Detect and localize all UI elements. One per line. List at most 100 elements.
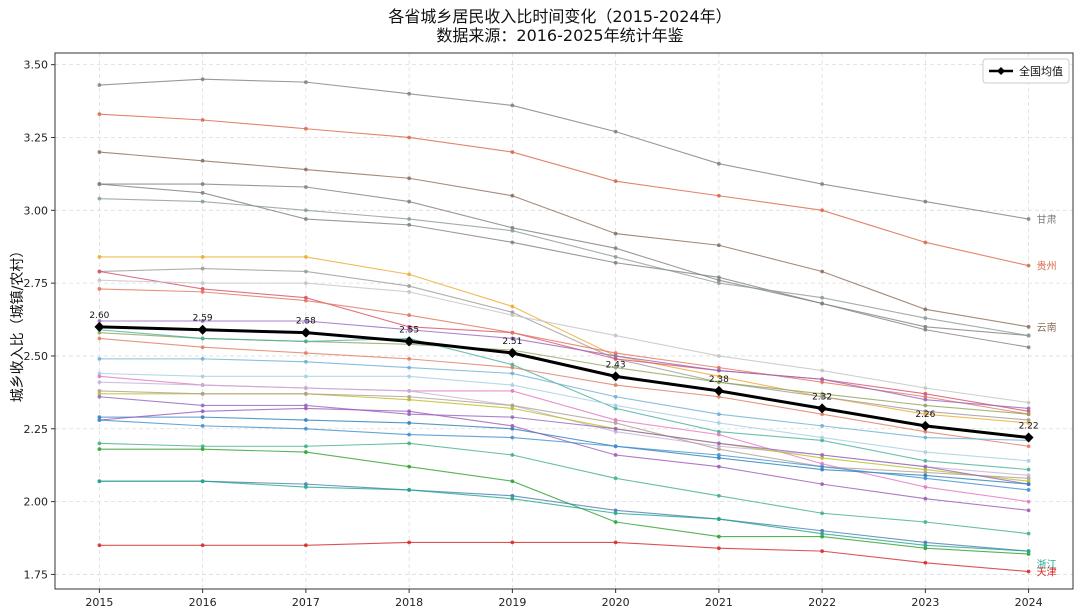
series-point	[407, 217, 412, 221]
series-point	[97, 182, 102, 186]
series-point	[97, 150, 102, 154]
series-point	[407, 356, 412, 361]
series-point	[923, 429, 928, 434]
national-point	[1023, 432, 1034, 443]
series-line	[99, 198, 1029, 337]
series-3	[97, 182, 1031, 338]
y-tick-label: 3.50	[24, 59, 49, 72]
series-point	[200, 444, 205, 449]
series-point	[613, 426, 618, 431]
series-point	[303, 126, 308, 131]
series-point	[716, 278, 721, 283]
series-point	[613, 333, 618, 338]
series-point	[820, 438, 825, 443]
series-point	[200, 190, 205, 195]
series-point	[1026, 473, 1031, 478]
series-point	[923, 199, 928, 204]
series-point	[510, 304, 515, 309]
series-point	[716, 453, 721, 457]
series-point	[1026, 421, 1031, 425]
series-point	[613, 383, 618, 387]
series-point	[510, 150, 515, 154]
series-point	[613, 429, 618, 434]
series-point	[407, 199, 412, 204]
series-point	[820, 549, 825, 554]
series-point	[303, 543, 308, 548]
series-end-label: 甘肃	[1037, 213, 1057, 226]
legend-box	[982, 58, 1070, 84]
series-point	[97, 255, 102, 259]
series-point	[510, 336, 515, 341]
series-point	[613, 418, 618, 422]
series-point	[923, 560, 928, 565]
series-point	[407, 441, 412, 446]
x-tick-label: 2020	[602, 596, 630, 609]
series-point	[923, 540, 928, 545]
series-point	[613, 406, 618, 411]
national-data-label: 2.22	[1019, 422, 1039, 432]
series-point	[820, 391, 825, 396]
series-point	[613, 520, 618, 524]
series-point	[303, 359, 308, 364]
series-point	[820, 377, 825, 382]
series-point	[1026, 412, 1031, 417]
series-point	[1026, 217, 1031, 221]
series-point	[97, 479, 102, 484]
series-point	[716, 394, 721, 399]
series-point	[613, 540, 618, 545]
series-point	[510, 479, 515, 484]
series-point	[303, 339, 308, 344]
series-point	[613, 444, 618, 449]
series-point	[407, 272, 412, 277]
series-line	[99, 358, 1029, 441]
series-1	[97, 112, 1031, 268]
series-0	[97, 77, 1031, 221]
series-point	[407, 397, 412, 402]
series-point	[716, 368, 721, 373]
series-point	[303, 386, 308, 390]
series-point	[407, 324, 412, 329]
series-point	[510, 426, 515, 431]
legend: 全国均值	[982, 58, 1070, 84]
series-point	[510, 310, 515, 315]
series-point	[923, 496, 928, 501]
series-point	[613, 453, 618, 457]
series-point	[407, 540, 412, 545]
series-point	[303, 80, 308, 85]
series-point	[303, 374, 308, 379]
x-tick-label: 2016	[189, 596, 217, 609]
series-point	[716, 380, 721, 385]
series-line	[99, 329, 1029, 471]
series-point	[613, 179, 618, 184]
national-data-label: 2.43	[606, 360, 626, 370]
series-point	[200, 287, 205, 291]
series-point	[303, 418, 308, 422]
x-tick-label: 2021	[705, 596, 733, 609]
national-point	[713, 385, 724, 396]
legend-marker	[997, 67, 1005, 75]
series-point	[407, 409, 412, 414]
series-point	[1026, 482, 1031, 487]
series-16	[97, 371, 1031, 463]
national-data-label: 2.59	[193, 314, 213, 324]
series-line	[99, 78, 1029, 220]
series-point	[613, 246, 618, 251]
series-point	[200, 158, 205, 163]
series-point	[820, 182, 825, 186]
series-point	[1026, 400, 1031, 405]
series-point	[1026, 458, 1031, 463]
series-point	[820, 423, 825, 428]
series-point	[200, 255, 205, 259]
series-point	[820, 461, 825, 466]
series-point	[200, 391, 205, 396]
series-point	[1026, 444, 1031, 449]
series-point	[303, 281, 308, 286]
series-point	[820, 208, 825, 213]
series-line	[99, 183, 1029, 348]
series-line	[99, 448, 1029, 555]
series-line	[99, 442, 1029, 535]
series-point	[510, 423, 515, 428]
legend-label-national: 全国均值	[1019, 64, 1063, 78]
series-point	[407, 222, 412, 227]
series-point	[510, 435, 515, 440]
